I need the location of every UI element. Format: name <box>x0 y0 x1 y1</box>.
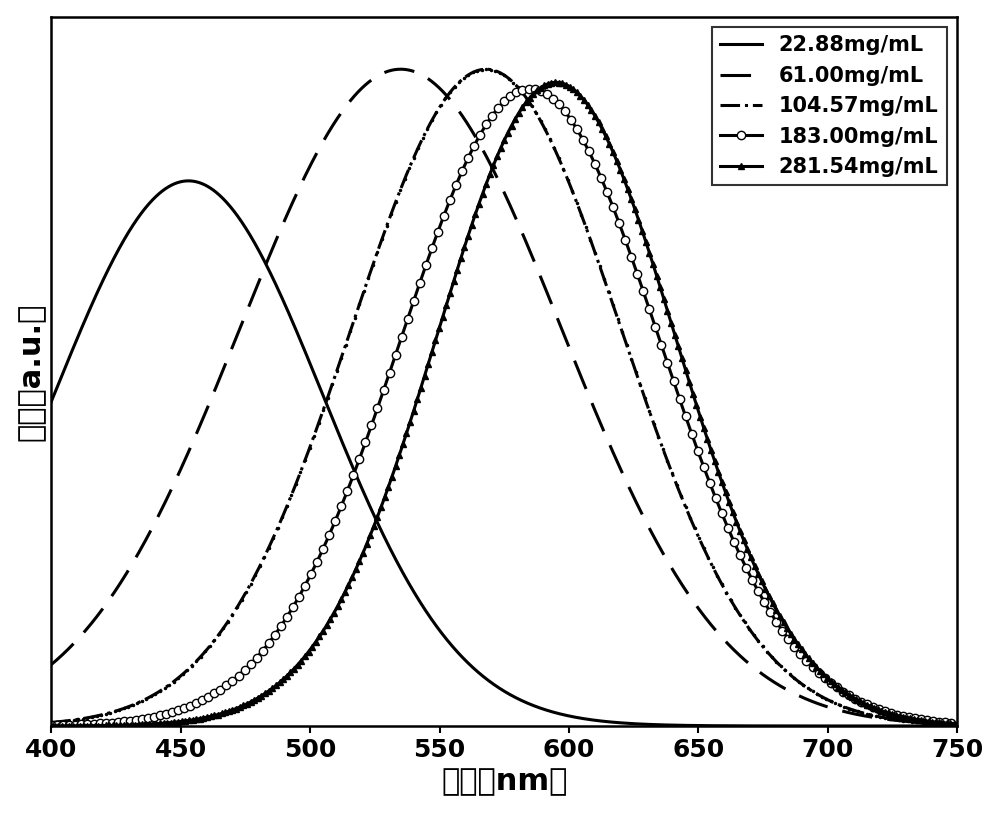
22.88mg/mL <box>432 624 444 633</box>
Line: 183.00mg/mL: 183.00mg/mL <box>47 85 961 729</box>
61.00mg/mL <box>432 82 444 92</box>
183.00mg/mL <box>524 84 536 93</box>
104.57mg/mL <box>951 720 963 729</box>
61.00mg/mL <box>836 706 848 716</box>
22.88mg/mL <box>934 721 946 731</box>
104.57mg/mL <box>836 702 848 711</box>
104.57mg/mL <box>934 719 946 728</box>
22.88mg/mL <box>45 397 57 406</box>
22.88mg/mL <box>203 182 215 192</box>
104.57mg/mL <box>480 64 492 74</box>
61.00mg/mL <box>149 519 161 528</box>
61.00mg/mL <box>202 401 214 411</box>
281.54mg/mL <box>951 719 963 728</box>
281.54mg/mL <box>432 328 444 337</box>
281.54mg/mL <box>202 712 214 722</box>
22.88mg/mL <box>836 721 848 731</box>
183.00mg/mL <box>149 711 161 721</box>
X-axis label: 波长（nm）: 波长（nm） <box>441 767 567 796</box>
61.00mg/mL <box>951 720 963 729</box>
Line: 22.88mg/mL: 22.88mg/mL <box>51 180 957 726</box>
183.00mg/mL <box>432 227 444 237</box>
22.88mg/mL <box>149 193 161 202</box>
Y-axis label: 强度（a.u.）: 强度（a.u.） <box>17 302 46 441</box>
183.00mg/mL <box>45 720 57 730</box>
22.88mg/mL <box>182 176 194 185</box>
183.00mg/mL <box>393 341 405 350</box>
104.57mg/mL <box>432 105 444 115</box>
281.54mg/mL <box>45 721 57 731</box>
281.54mg/mL <box>149 719 161 728</box>
Line: 104.57mg/mL: 104.57mg/mL <box>49 67 959 727</box>
281.54mg/mL <box>836 685 848 695</box>
61.00mg/mL <box>45 659 57 669</box>
281.54mg/mL <box>550 77 562 87</box>
104.57mg/mL <box>149 689 161 699</box>
281.54mg/mL <box>934 718 946 728</box>
Legend: 22.88mg/mL, 61.00mg/mL, 104.57mg/mL, 183.00mg/mL, 281.54mg/mL: 22.88mg/mL, 61.00mg/mL, 104.57mg/mL, 183… <box>712 27 947 185</box>
Line: 281.54mg/mL: 281.54mg/mL <box>48 79 961 729</box>
22.88mg/mL <box>393 561 405 571</box>
61.00mg/mL <box>395 64 407 74</box>
104.57mg/mL <box>202 643 214 653</box>
183.00mg/mL <box>951 719 963 728</box>
Line: 61.00mg/mL: 61.00mg/mL <box>51 69 957 724</box>
61.00mg/mL <box>393 64 405 74</box>
104.57mg/mL <box>45 718 57 728</box>
104.57mg/mL <box>393 189 405 199</box>
183.00mg/mL <box>934 717 946 727</box>
281.54mg/mL <box>393 452 405 462</box>
183.00mg/mL <box>202 692 214 702</box>
183.00mg/mL <box>836 686 848 696</box>
22.88mg/mL <box>951 721 963 731</box>
61.00mg/mL <box>934 719 946 728</box>
